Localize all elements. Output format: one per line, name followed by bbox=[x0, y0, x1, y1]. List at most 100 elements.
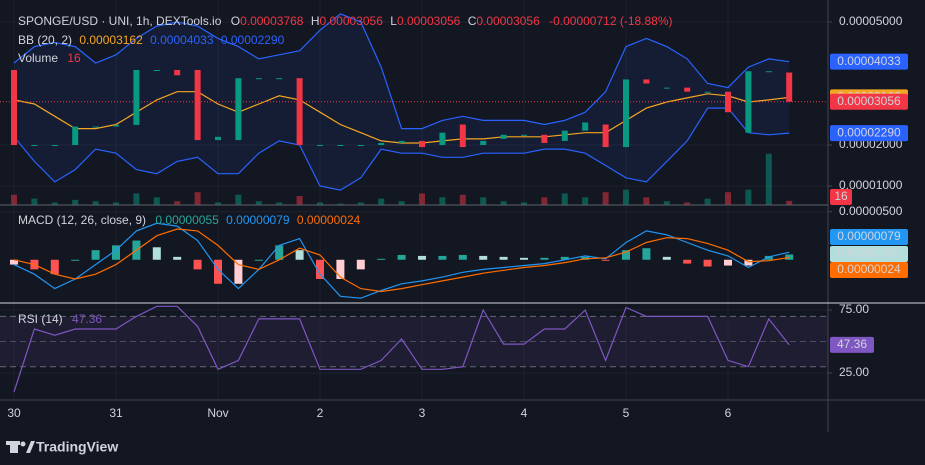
x-tick-label: 4 bbox=[521, 406, 528, 420]
bb-fill bbox=[14, 13, 790, 191]
x-tick-label: 6 bbox=[725, 406, 732, 420]
bb-middle bbox=[13, 91, 790, 144]
candle-body bbox=[174, 69, 181, 76]
macd-histogram-bar bbox=[112, 245, 120, 260]
candle-body bbox=[480, 140, 487, 146]
signal-line bbox=[13, 228, 790, 293]
volume-bar bbox=[663, 201, 670, 205]
bb-upper bbox=[13, 13, 790, 130]
macd-histogram-bar bbox=[336, 259, 345, 279]
volume-bar bbox=[174, 201, 181, 205]
volume-name: Volume bbox=[18, 51, 58, 65]
macd-histogram-bar bbox=[193, 259, 202, 270]
legend-bb: BB (20, 2) 0.00003162 0.00004033 0.00002… bbox=[18, 33, 285, 47]
bb-value: 0.00002290 bbox=[221, 33, 285, 47]
candle-body bbox=[663, 87, 670, 89]
macd-histogram-bar bbox=[10, 259, 18, 265]
macd-histogram-bar bbox=[316, 259, 324, 279]
macd-histogram-bar bbox=[214, 259, 222, 284]
macd-histogram-bar bbox=[397, 254, 406, 260]
macd-histogram-bar bbox=[50, 259, 59, 275]
volume-bar bbox=[296, 196, 303, 205]
ohlc-value: 0.00003056 bbox=[320, 14, 384, 28]
candle-body bbox=[11, 69, 17, 146]
macd-tag bbox=[830, 229, 908, 245]
volume-bar bbox=[561, 193, 568, 205]
macd-histogram-bar bbox=[356, 259, 365, 270]
volume-bar bbox=[235, 194, 242, 205]
candle-body bbox=[602, 124, 609, 148]
legend-main: SPONGE/USD · UNI, 1h, DEXTools.io O 0.000… bbox=[18, 14, 673, 28]
macd-tag bbox=[830, 246, 908, 262]
x-tick-label: 31 bbox=[109, 406, 123, 420]
macd-histogram-bar bbox=[377, 258, 386, 260]
y-tick-label: 25.00 bbox=[839, 365, 869, 379]
volume-bar bbox=[92, 201, 99, 205]
candle-body bbox=[337, 145, 344, 147]
price-tag bbox=[830, 93, 908, 110]
macd-histogram-bar bbox=[703, 259, 712, 267]
volume-bar bbox=[398, 201, 405, 205]
macd-histogram-bar bbox=[295, 250, 304, 260]
volume-bar bbox=[521, 202, 527, 205]
volume-bar bbox=[357, 202, 364, 205]
macd-histogram-bar bbox=[479, 255, 488, 260]
x-tick-label: 2 bbox=[317, 406, 324, 420]
candle-body bbox=[378, 142, 385, 146]
macd-histogram-bar bbox=[622, 250, 630, 260]
macd-histogram-bar bbox=[499, 256, 508, 260]
y-tick-label: 0.00000500 bbox=[839, 204, 903, 218]
candle-body bbox=[786, 72, 793, 102]
candle-body bbox=[153, 69, 160, 71]
volume-bar bbox=[113, 202, 119, 205]
logo-shape bbox=[10, 441, 18, 453]
candle-body bbox=[419, 140, 425, 148]
x-tick-label: 5 bbox=[623, 406, 630, 420]
ohlc-value: 0.00003056 bbox=[397, 14, 461, 28]
volume-bar bbox=[500, 201, 507, 205]
volume-bar bbox=[684, 202, 691, 205]
volume-bar bbox=[745, 189, 752, 205]
macd-tag-label: 0.00000079 bbox=[837, 229, 901, 243]
volume-bar bbox=[11, 194, 17, 205]
macd-histogram-bar bbox=[418, 255, 426, 260]
macd-histogram-bar bbox=[254, 259, 263, 261]
candle-body bbox=[317, 145, 323, 147]
candle-body bbox=[133, 69, 140, 125]
volume-bar bbox=[31, 198, 38, 205]
volume-bar bbox=[765, 153, 772, 205]
candle-body bbox=[500, 134, 507, 139]
candle-body bbox=[521, 134, 527, 136]
macd-histogram-bar bbox=[724, 259, 732, 266]
ohlc-value: 0.00003056 bbox=[476, 14, 540, 28]
candle-body bbox=[704, 91, 711, 93]
macd-value: 0.00000024 bbox=[297, 213, 361, 227]
volume-tag-label: 16 bbox=[834, 189, 848, 203]
macd-tag-label: 0.00000055 bbox=[837, 246, 901, 260]
candle-body bbox=[235, 78, 242, 141]
candle-body bbox=[296, 78, 303, 146]
volume-bar bbox=[255, 201, 262, 205]
volume-tag bbox=[830, 189, 852, 205]
macd-histogram-bar bbox=[71, 259, 80, 261]
macd-histogram-bar bbox=[785, 254, 794, 260]
volume-bar bbox=[786, 200, 793, 205]
volume-bar bbox=[643, 197, 650, 205]
price-tag-label: 0.00004033 bbox=[837, 54, 901, 68]
footer-brand: TradingView bbox=[36, 439, 118, 455]
candle-body bbox=[51, 145, 58, 147]
legend-rsi: RSI (14) 47.36 bbox=[18, 312, 102, 326]
price-tag bbox=[830, 53, 908, 70]
candle-body bbox=[561, 130, 568, 141]
candle-body bbox=[255, 78, 262, 80]
volume-bar bbox=[419, 193, 425, 205]
ohlc-key: O bbox=[231, 14, 240, 28]
price-tag-label: 0.00002290 bbox=[837, 125, 901, 139]
macd-histogram-bar bbox=[601, 259, 610, 261]
y-tick-label: 0.00005000 bbox=[839, 14, 903, 28]
volume-bar bbox=[582, 197, 589, 205]
symbol-title: SPONGE/USD · UNI, 1h, DEXTools.io bbox=[18, 14, 222, 28]
candle-body bbox=[684, 87, 691, 92]
volume-bar bbox=[317, 202, 323, 205]
